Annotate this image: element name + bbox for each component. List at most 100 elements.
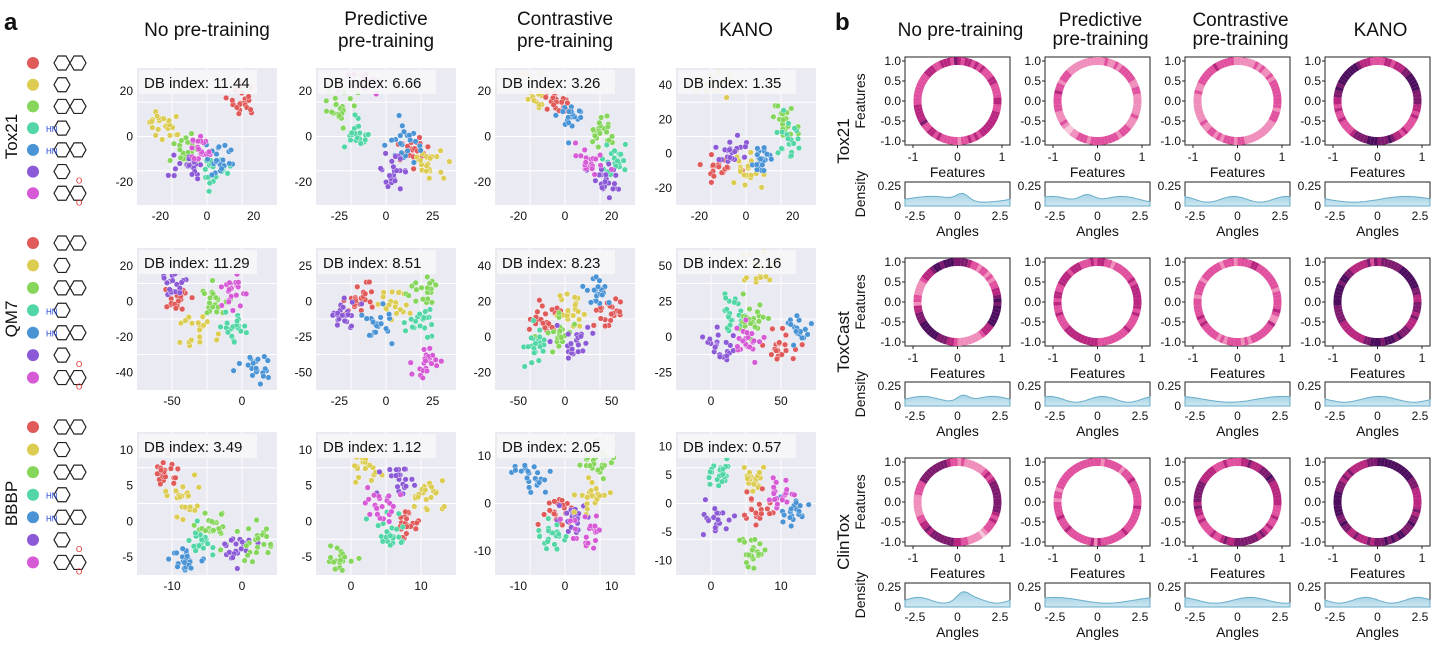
x-tick-label: 1 — [999, 551, 1006, 565]
scatter-point — [195, 319, 202, 326]
scatter-point — [584, 494, 591, 501]
ring-segment — [1106, 459, 1113, 469]
ring-segment — [942, 335, 949, 345]
ring-segment — [1249, 460, 1257, 470]
scatter-point — [711, 505, 718, 512]
circle-y-axis-label: Features — [852, 274, 868, 329]
scatter-point — [163, 279, 170, 286]
y-tick-label: -40 — [116, 365, 134, 379]
x-tick-label: -20 — [152, 209, 170, 223]
scatter-point — [546, 500, 553, 507]
ring-segment — [1212, 130, 1220, 140]
scatter-point — [749, 488, 756, 495]
ring-segment — [1400, 327, 1409, 336]
x-tick-label: -1 — [1188, 351, 1199, 365]
ring-segment — [1209, 529, 1217, 539]
legend-dot — [27, 443, 39, 456]
scatter-point — [542, 94, 549, 101]
density-curve — [1324, 195, 1431, 207]
scatter-point — [387, 532, 394, 539]
ring-segment — [1334, 508, 1343, 514]
scatter-point — [521, 462, 528, 469]
y-tick-label: -25 — [295, 330, 313, 344]
y-tick-label: 1.0 — [1024, 255, 1041, 269]
ring-segment — [1126, 519, 1136, 528]
x-tick-label: -2.5 — [1185, 209, 1206, 223]
ring-segment — [1408, 116, 1418, 123]
db-index-box — [678, 250, 796, 274]
ring-segment — [923, 124, 933, 133]
ring-segment — [1066, 67, 1075, 76]
ring-segment — [1246, 459, 1253, 469]
scatter-point — [192, 547, 199, 554]
scatter-point — [367, 298, 374, 305]
ring-segment — [1209, 265, 1217, 275]
scatter-point — [620, 157, 627, 164]
circle-x-axis-label: Features — [1210, 565, 1265, 581]
scatter-point — [341, 554, 348, 561]
scatter-point — [162, 488, 169, 495]
scatter-point — [161, 275, 168, 282]
ring-segment — [1131, 486, 1141, 493]
ring-segment — [966, 58, 973, 68]
scatter-point — [765, 315, 772, 322]
ring-segment — [1059, 476, 1069, 485]
ring-segment — [1266, 319, 1276, 328]
y-tick-label: 0 — [894, 199, 901, 213]
ring-segment — [1194, 486, 1204, 493]
scatter-point — [217, 546, 224, 553]
scatter-point — [770, 484, 777, 491]
scatter-point — [402, 168, 409, 175]
scatter-point — [774, 129, 781, 136]
scatter-point — [589, 479, 596, 486]
ring-segment — [923, 525, 933, 534]
ring-segment — [1109, 534, 1117, 544]
panel-b-column-title: Contrastive pre-training — [1192, 10, 1288, 50]
scatter-point — [424, 506, 431, 513]
ring-segment — [1061, 273, 1070, 282]
ring-segment — [1252, 132, 1260, 141]
y-tick-label: 0.0 — [1024, 495, 1041, 509]
y-tick-label: 20 — [120, 259, 134, 273]
scatter-point — [170, 480, 177, 487]
ring-segment — [1265, 473, 1274, 482]
ring-segment — [914, 311, 924, 318]
ring-segment — [988, 116, 998, 123]
y-tick-label: 0.0 — [884, 94, 901, 108]
y-tick-label: 0 — [484, 130, 491, 144]
ring-segment — [1196, 483, 1205, 490]
x-tick-label: 0 — [954, 409, 961, 423]
y-tick-label: 0.5 — [1024, 74, 1041, 88]
db-index-box — [139, 70, 257, 94]
y-tick-label: 0.25 — [1298, 580, 1322, 594]
scatter-point — [366, 511, 373, 518]
ring-segment — [1343, 525, 1353, 534]
ring-segment — [1405, 473, 1414, 482]
ring-segment — [1405, 121, 1414, 130]
legend-dot — [27, 511, 39, 524]
x-tick-label: 0 — [1094, 209, 1101, 223]
scatter-point — [249, 372, 256, 379]
ring-segment — [988, 79, 998, 86]
scatter-point — [780, 107, 787, 114]
scatter-point — [206, 294, 213, 301]
scatter-point — [330, 559, 337, 566]
scatter-point — [387, 542, 394, 549]
ring-segment — [986, 276, 996, 285]
scatter-point — [226, 286, 233, 293]
y-tick-label: 0 — [1034, 399, 1041, 413]
scatter-point — [730, 179, 737, 186]
ring-segment — [1128, 280, 1138, 287]
ring-segment — [1054, 311, 1064, 318]
panel-b-label: b — [835, 9, 850, 36]
x-tick-label: -10 — [510, 579, 528, 593]
scatter-point — [577, 152, 584, 159]
x-tick-label: 20 — [605, 209, 619, 223]
x-tick-label: 0 — [1094, 409, 1101, 423]
ring-segment — [992, 290, 1001, 296]
scatter-point — [553, 521, 560, 528]
scatter-point — [726, 517, 733, 524]
ring-segment — [992, 508, 1001, 514]
y-tick-label: -50 — [295, 365, 313, 379]
ring-segment — [1222, 58, 1229, 68]
